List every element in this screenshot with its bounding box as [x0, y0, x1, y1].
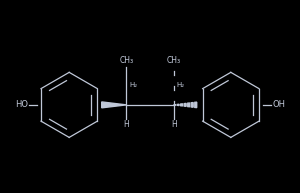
- Polygon shape: [102, 102, 126, 108]
- Text: H₂: H₂: [177, 82, 185, 88]
- Polygon shape: [181, 104, 183, 106]
- Text: H: H: [171, 120, 176, 129]
- Text: HO: HO: [15, 100, 28, 109]
- Polygon shape: [191, 102, 193, 107]
- Text: OH: OH: [272, 100, 285, 109]
- Polygon shape: [195, 102, 197, 108]
- Text: H: H: [124, 120, 129, 129]
- Polygon shape: [184, 103, 186, 106]
- Text: H₂: H₂: [129, 82, 137, 88]
- Polygon shape: [188, 103, 190, 107]
- Text: CH₃: CH₃: [119, 57, 134, 65]
- Text: CH₃: CH₃: [167, 57, 181, 65]
- Polygon shape: [177, 104, 179, 106]
